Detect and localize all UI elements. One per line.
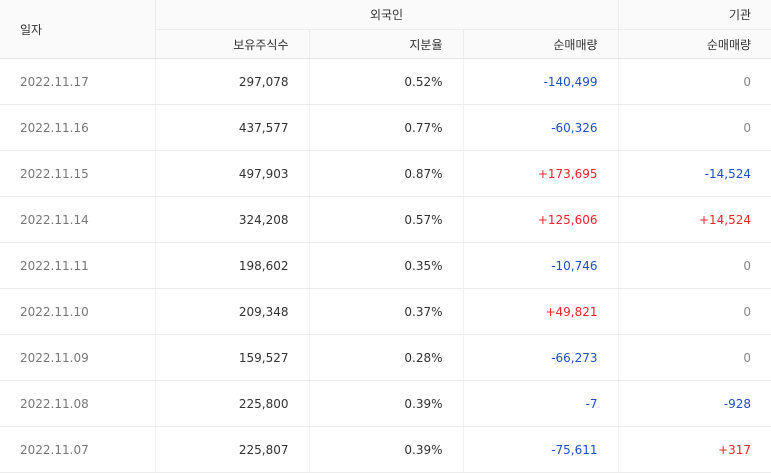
cell-foreign-net: -10,746 (463, 242, 619, 289)
table-row: 2022.11.15 497,903 0.87% +173,695 -14,52… (0, 150, 771, 197)
cell-holdings: 225,807 (155, 426, 310, 473)
table-row: 2022.11.08 225,800 0.39% -7 -928 (0, 380, 771, 427)
cell-institution-net: 0 (618, 334, 771, 381)
cell-foreign-net: +49,821 (463, 288, 619, 335)
header-holdings: 보유주식수 (155, 29, 310, 59)
cell-institution-net: +317 (618, 426, 771, 473)
header-institution-group: 기관 (618, 0, 771, 30)
cell-ratio: 0.52% (309, 58, 464, 105)
table-row: 2022.11.11 198,602 0.35% -10,746 0 (0, 242, 771, 289)
table-row: 2022.11.10 209,348 0.37% +49,821 0 (0, 288, 771, 335)
cell-ratio: 0.77% (309, 104, 464, 151)
cell-institution-net: +14,524 (618, 196, 771, 243)
cell-foreign-net: -140,499 (463, 58, 619, 105)
header-ratio: 지분율 (309, 29, 464, 59)
cell-date: 2022.11.16 (0, 104, 156, 151)
cell-ratio: 0.87% (309, 150, 464, 197)
header-institution-net: 순매매량 (618, 29, 771, 59)
cell-foreign-net: +125,606 (463, 196, 619, 243)
cell-foreign-net: -7 (463, 380, 619, 427)
cell-date: 2022.11.09 (0, 334, 156, 381)
cell-institution-net: -928 (618, 380, 771, 427)
cell-institution-net: 0 (618, 104, 771, 151)
cell-ratio: 0.39% (309, 380, 464, 427)
cell-date: 2022.11.10 (0, 288, 156, 335)
cell-date: 2022.11.11 (0, 242, 156, 289)
table-header: 일자 외국인 기관 보유주식수 지분율 순매매량 순매매량 (0, 0, 771, 59)
cell-ratio: 0.35% (309, 242, 464, 289)
table-row: 2022.11.17 297,078 0.52% -140,499 0 (0, 58, 771, 105)
header-foreign-net: 순매매량 (463, 29, 619, 59)
cell-ratio: 0.28% (309, 334, 464, 381)
cell-date: 2022.11.15 (0, 150, 156, 197)
cell-foreign-net: -75,611 (463, 426, 619, 473)
cell-ratio: 0.37% (309, 288, 464, 335)
cell-holdings: 497,903 (155, 150, 310, 197)
cell-institution-net: 0 (618, 58, 771, 105)
header-foreign-group: 외국인 (155, 0, 619, 30)
table-row: 2022.11.09 159,527 0.28% -66,273 0 (0, 334, 771, 381)
cell-holdings: 225,800 (155, 380, 310, 427)
cell-holdings: 324,208 (155, 196, 310, 243)
cell-holdings: 297,078 (155, 58, 310, 105)
cell-date: 2022.11.07 (0, 426, 156, 473)
cell-date: 2022.11.14 (0, 196, 156, 243)
header-date: 일자 (0, 0, 156, 59)
cell-institution-net: 0 (618, 242, 771, 289)
table-row: 2022.11.14 324,208 0.57% +125,606 +14,52… (0, 196, 771, 243)
cell-institution-net: 0 (618, 288, 771, 335)
table-body: 2022.11.17 297,078 0.52% -140,499 0 2022… (0, 58, 771, 473)
cell-foreign-net: -60,326 (463, 104, 619, 151)
cell-holdings: 437,577 (155, 104, 310, 151)
cell-institution-net: -14,524 (618, 150, 771, 197)
cell-ratio: 0.39% (309, 426, 464, 473)
cell-date: 2022.11.08 (0, 380, 156, 427)
table-row: 2022.11.16 437,577 0.77% -60,326 0 (0, 104, 771, 151)
cell-date: 2022.11.17 (0, 58, 156, 105)
cell-holdings: 159,527 (155, 334, 310, 381)
cell-holdings: 209,348 (155, 288, 310, 335)
cell-holdings: 198,602 (155, 242, 310, 289)
cell-ratio: 0.57% (309, 196, 464, 243)
cell-foreign-net: -66,273 (463, 334, 619, 381)
cell-foreign-net: +173,695 (463, 150, 619, 197)
table-row: 2022.11.07 225,807 0.39% -75,611 +317 (0, 426, 771, 473)
